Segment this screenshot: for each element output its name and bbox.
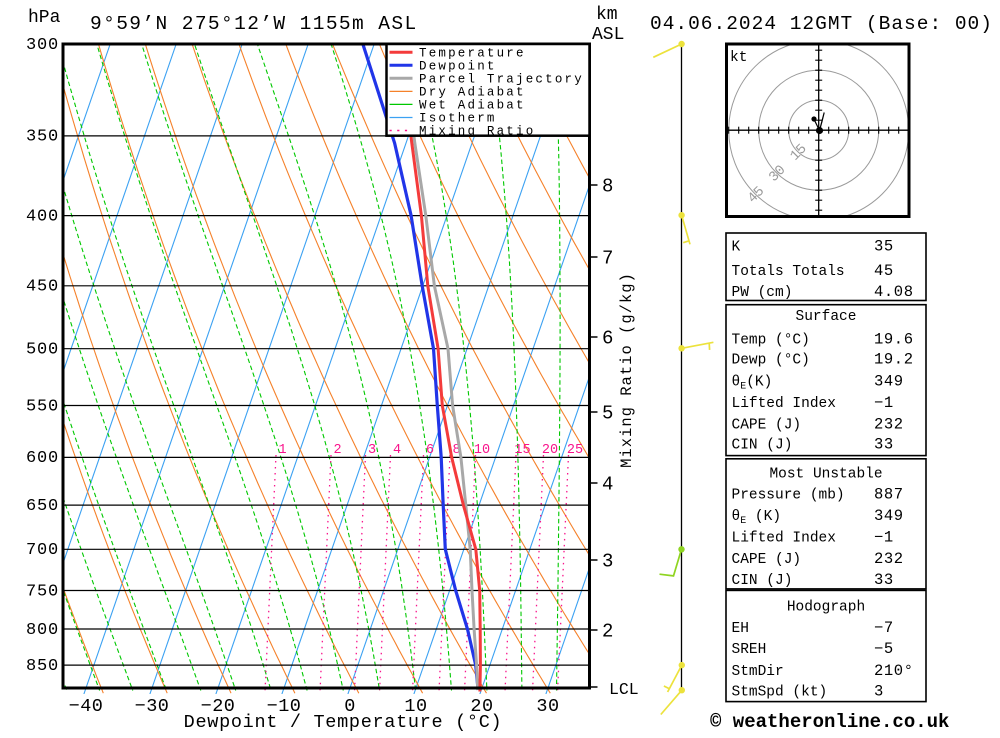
svg-text:Lifted Index: Lifted Index <box>732 396 837 412</box>
svg-text:Lifted Index: Lifted Index <box>732 530 837 546</box>
svg-text:© weatheronline.co.uk: © weatheronline.co.uk <box>710 711 949 733</box>
svg-text:0: 0 <box>344 696 356 717</box>
svg-text:45: 45 <box>874 262 894 280</box>
svg-text:210°: 210° <box>874 662 914 680</box>
svg-text:2: 2 <box>333 443 341 458</box>
svg-text:15: 15 <box>514 443 530 458</box>
svg-text:StmSpd (kt): StmSpd (kt) <box>732 685 828 701</box>
svg-text:33: 33 <box>874 571 894 589</box>
svg-text:500: 500 <box>26 341 59 360</box>
svg-text:600: 600 <box>26 449 59 468</box>
svg-text:EH: EH <box>732 621 749 637</box>
svg-text:650: 650 <box>26 497 59 516</box>
svg-text:CAPE (J): CAPE (J) <box>732 417 802 433</box>
svg-text:04.06.2024 12GMT (Base: 00): 04.06.2024 12GMT (Base: 00) <box>650 13 993 35</box>
svg-text:35: 35 <box>874 237 894 255</box>
svg-text:450: 450 <box>26 278 59 297</box>
svg-text:25: 25 <box>567 443 583 458</box>
svg-text:3: 3 <box>874 683 884 701</box>
svg-text:10: 10 <box>404 696 427 717</box>
svg-text:CIN (J): CIN (J) <box>732 573 793 589</box>
svg-text:750: 750 <box>26 582 59 601</box>
svg-text:StmDir: StmDir <box>732 664 784 680</box>
svg-text:−5: −5 <box>874 640 894 658</box>
svg-text:33: 33 <box>874 436 894 454</box>
svg-text:LCL: LCL <box>609 680 639 699</box>
svg-text:5: 5 <box>602 403 613 425</box>
svg-text:Temperature: Temperature <box>419 46 526 60</box>
svg-text:Parcel Trajectory: Parcel Trajectory <box>419 73 584 87</box>
svg-text:Isotherm: Isotherm <box>419 112 497 126</box>
svg-text:6: 6 <box>426 443 434 458</box>
svg-text:θE(K): θE(K) <box>732 375 773 393</box>
svg-text:3: 3 <box>602 551 613 573</box>
svg-text:232: 232 <box>874 415 904 433</box>
svg-text:349: 349 <box>874 373 904 391</box>
svg-text:Wet Adiabat: Wet Adiabat <box>419 99 526 113</box>
svg-text:30: 30 <box>536 696 559 717</box>
svg-text:6: 6 <box>602 328 613 350</box>
svg-text:19.6: 19.6 <box>874 331 914 349</box>
svg-text:350: 350 <box>26 128 59 147</box>
svg-text:−30: −30 <box>135 696 170 717</box>
svg-text:300: 300 <box>26 36 59 55</box>
svg-text:θE (K): θE (K) <box>732 509 782 527</box>
svg-text:10: 10 <box>474 443 490 458</box>
svg-text:8: 8 <box>452 443 460 458</box>
svg-text:1: 1 <box>278 443 286 458</box>
svg-text:Totals Totals: Totals Totals <box>732 264 845 280</box>
svg-text:349: 349 <box>874 507 904 525</box>
svg-text:20: 20 <box>470 696 493 717</box>
svg-text:−20: −20 <box>201 696 236 717</box>
svg-text:Hodograph: Hodograph <box>787 599 865 615</box>
svg-text:3: 3 <box>368 443 376 458</box>
svg-text:550: 550 <box>26 397 59 416</box>
svg-text:Mixing Ratio (g/kg): Mixing Ratio (g/kg) <box>618 272 636 468</box>
svg-text:19.2: 19.2 <box>874 350 914 368</box>
svg-text:Temp (°C): Temp (°C) <box>732 333 810 349</box>
svg-text:Most Unstable: Most Unstable <box>769 467 882 483</box>
svg-text:SREH: SREH <box>732 642 767 658</box>
svg-text:Mixing Ratio: Mixing Ratio <box>419 125 535 139</box>
svg-text:8: 8 <box>602 176 613 198</box>
svg-text:9°59’N 275°12’W 1155m ASL: 9°59’N 275°12’W 1155m ASL <box>90 13 418 35</box>
svg-text:2: 2 <box>602 621 613 643</box>
svg-text:800: 800 <box>26 621 59 640</box>
svg-text:Dry Adiabat: Dry Adiabat <box>419 86 526 100</box>
svg-text:CAPE (J): CAPE (J) <box>732 552 802 568</box>
svg-text:−1: −1 <box>874 394 894 412</box>
svg-text:hPa: hPa <box>28 8 61 28</box>
svg-text:−1: −1 <box>874 528 894 546</box>
svg-text:887: 887 <box>874 485 904 503</box>
svg-text:−7: −7 <box>874 619 894 637</box>
svg-text:Dewpoint: Dewpoint <box>419 60 497 74</box>
svg-text:232: 232 <box>874 550 904 568</box>
svg-text:Dewp (°C): Dewp (°C) <box>732 352 810 368</box>
svg-text:kt: kt <box>730 50 747 66</box>
svg-text:4: 4 <box>393 443 401 458</box>
svg-text:−10: −10 <box>267 696 302 717</box>
svg-text:400: 400 <box>26 207 59 226</box>
svg-text:20: 20 <box>542 443 558 458</box>
svg-text:−40: −40 <box>69 696 104 717</box>
svg-text:700: 700 <box>26 541 59 560</box>
svg-text:Dewpoint / Temperature (°C): Dewpoint / Temperature (°C) <box>184 712 503 733</box>
svg-text:Surface: Surface <box>796 309 857 325</box>
svg-text:CIN (J): CIN (J) <box>732 438 793 454</box>
svg-text:ASL: ASL <box>592 25 624 45</box>
svg-text:7: 7 <box>602 248 613 270</box>
svg-text:Pressure (mb): Pressure (mb) <box>732 487 845 503</box>
svg-text:850: 850 <box>26 657 59 676</box>
svg-text:4: 4 <box>602 474 613 496</box>
svg-text:4.08: 4.08 <box>874 283 914 301</box>
svg-text:K: K <box>732 239 741 255</box>
svg-text:PW (cm): PW (cm) <box>732 285 793 301</box>
svg-text:km: km <box>596 5 618 25</box>
